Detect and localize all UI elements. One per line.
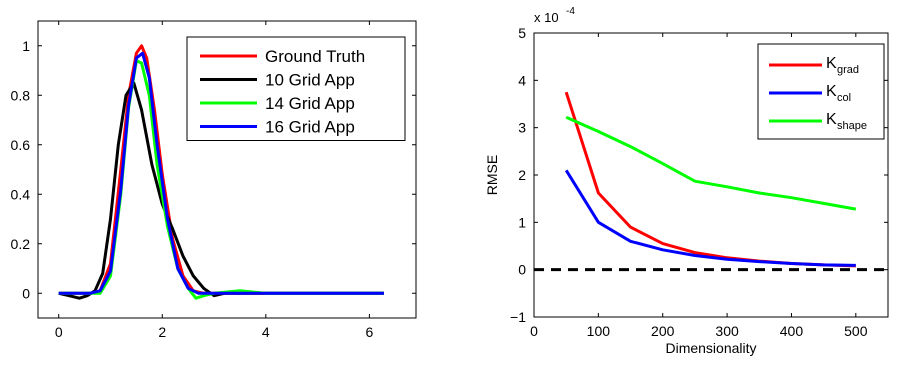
legend-label: 16 Grid App bbox=[265, 118, 355, 137]
legend-box bbox=[186, 36, 406, 141]
y-tick-label: 0.4 bbox=[11, 186, 31, 202]
legend-label: 10 Grid App bbox=[265, 71, 355, 90]
y-tick-label: 4 bbox=[518, 72, 526, 88]
y-tick-label: 1 bbox=[22, 38, 30, 54]
x-tick-label: 400 bbox=[780, 323, 804, 339]
x-tick-label: 4 bbox=[262, 324, 270, 340]
series-line bbox=[58, 51, 384, 295]
y-tick-label: 0.2 bbox=[11, 236, 31, 252]
x-tick-label: 200 bbox=[651, 323, 675, 339]
y-tick-label: 2 bbox=[518, 167, 526, 183]
x-tick-label: 2 bbox=[158, 324, 166, 340]
x-tick-label: 0 bbox=[530, 323, 538, 339]
y-axis-label: RMSE bbox=[484, 155, 500, 195]
y-tick-label: 0 bbox=[518, 262, 526, 278]
legend-label: K bbox=[826, 55, 837, 72]
y-tick-label: 5 bbox=[518, 25, 526, 41]
legend-label: 14 Grid App bbox=[265, 94, 355, 113]
series-line bbox=[564, 169, 856, 267]
legend-label-subscript: col bbox=[837, 92, 851, 104]
y-tick-label: −1 bbox=[510, 309, 526, 325]
y-scale-factor: x 10 bbox=[534, 10, 559, 25]
y-tick-label: 1 bbox=[518, 214, 526, 230]
x-tick-label: 500 bbox=[844, 323, 868, 339]
x-axis-label: Dimensionality bbox=[665, 340, 756, 356]
x-tick-label: 300 bbox=[715, 323, 739, 339]
series-line bbox=[565, 115, 857, 211]
y-tick-label: 0.8 bbox=[11, 87, 31, 103]
y-scale-exponent: -4 bbox=[566, 6, 575, 17]
legend-label-subscript: shape bbox=[837, 120, 867, 132]
right-chart: 0 100 200 300 400 500−1012345DimensionalityRM… bbox=[484, 6, 889, 356]
left-chart: 0 2 4 6 0 0.2 0.4 0.6 0.8 1 Ground Truth 10 Grid Ap… bbox=[11, 20, 417, 340]
x-tick-label: 100 bbox=[587, 323, 611, 339]
legend-label-subscript: grad bbox=[837, 64, 859, 76]
x-tick-label: 0 bbox=[55, 324, 63, 340]
legend-label: K bbox=[826, 111, 837, 128]
y-tick-label: 0.6 bbox=[11, 137, 31, 153]
legend-label: K bbox=[826, 83, 837, 100]
y-tick-label: 0 bbox=[22, 285, 30, 301]
x-tick-label: 6 bbox=[365, 324, 373, 340]
legend-label: Ground Truth bbox=[265, 47, 365, 66]
y-tick-label: 3 bbox=[518, 120, 526, 136]
